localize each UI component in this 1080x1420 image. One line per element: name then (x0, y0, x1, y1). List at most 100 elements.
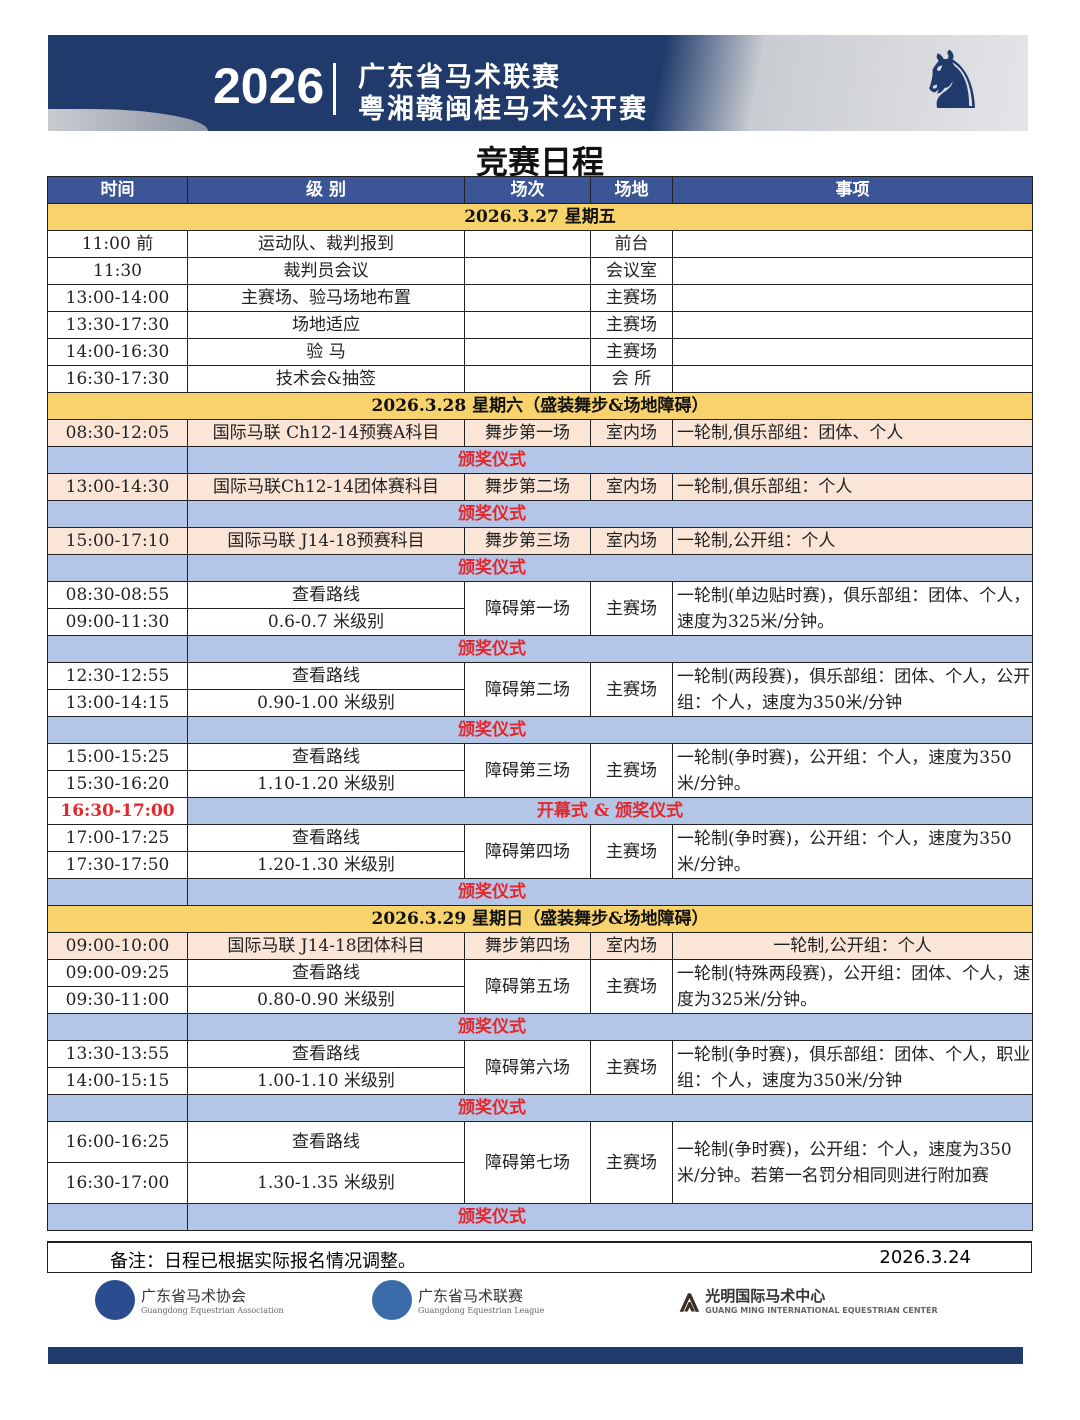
column-header: 级 别 (187, 176, 465, 204)
desc-cell (672, 365, 1033, 393)
logo-association: 广东省马术协会 Guangdong Equestrian Association (95, 1280, 284, 1320)
match-cell (464, 338, 591, 366)
desc-cell: 一轮制,公开组：个人 (672, 932, 1033, 960)
time-cell: 17:30-17:50 (47, 851, 188, 879)
desc-cell: 一轮制,俱乐部组：团体、个人 (672, 419, 1033, 447)
match-cell (464, 311, 591, 339)
venue-cell: 主赛场 (590, 1040, 673, 1095)
logo-name: 光明国际马术中心 (705, 1287, 826, 1305)
jumping-row: 13:30-13:55 查看路线 障碍第六场 主赛场 一轮制(争时赛)，俱乐部组：团体、… (47, 1040, 1033, 1095)
logo-sub: Guangdong Equestrian League (418, 1306, 545, 1315)
level-cell: 1.10-1.20 米级别 (187, 770, 465, 798)
day-row: 2026.3.29 星期日（盛装舞步&场地障碍） (47, 905, 1033, 933)
match-cell: 障碍第四场 (464, 824, 591, 879)
jumping-row: 12:30-12:55 查看路线 障碍第二场 主赛场 一轮制(两段赛)，俱乐部组：团体、… (47, 662, 1033, 717)
match-cell: 障碍第三场 (464, 743, 591, 798)
table-header: 时间级 别场次 场地 事项 (47, 176, 1033, 204)
award-ceremony-label: 颁奖仪式 (187, 446, 1033, 474)
jumping-row: 09:00-09:25 查看路线 障碍第五场 主赛场 一轮制(特殊两段赛)，公开组：团体… (47, 959, 1033, 1014)
table-row: 13:00-14:00 主赛场、验马场地布置 主赛场 (47, 284, 1033, 312)
match-cell (464, 230, 591, 258)
award-row: 颁奖仪式 (47, 878, 1033, 906)
table-row: 13:30-17:30 场地适应 主赛场 (47, 311, 1033, 339)
venue-cell: 室内场 (590, 473, 673, 501)
desc-cell: 一轮制,俱乐部组：个人 (672, 473, 1033, 501)
center-emblem-icon: ⩓ (680, 1280, 700, 1320)
table-row: 14:00-16:30 验 马 主赛场 (47, 338, 1033, 366)
column-header: 事项 (672, 176, 1033, 204)
banner-title-1: 广东省马术联赛 (358, 62, 561, 93)
level-cell: 查看路线 (187, 1040, 465, 1068)
time-cell (47, 1013, 188, 1041)
level-cell: 0.6-0.7 米级别 (187, 608, 465, 636)
time-cell (47, 878, 188, 906)
level-cell: 1.00-1.10 米级别 (187, 1067, 465, 1095)
desc-cell (672, 257, 1033, 285)
time-cell: 15:00-17:10 (47, 527, 188, 555)
table-row: 16:30-17:30 技术会&抽签 会 所 (47, 365, 1033, 393)
award-row: 颁奖仪式 (47, 500, 1033, 528)
day-row: 2026.3.28 星期六（盛装舞步&场地障碍） (47, 392, 1033, 420)
time-cell: 14:00-16:30 (47, 338, 188, 366)
level-cell: 国际马联Ch12-14团体赛科目 (187, 473, 465, 501)
award-row: 颁奖仪式 (47, 1013, 1033, 1041)
jumping-row: 17:00-17:25 查看路线 障碍第四场 主赛场 一轮制(争时赛)，公开组：个人，速… (47, 824, 1033, 879)
time-cell: 13:00-14:15 (47, 689, 188, 717)
match-cell: 障碍第七场 (464, 1121, 591, 1204)
award-ceremony-label: 颁奖仪式 (187, 1203, 1033, 1231)
time-cell: 13:30-17:30 (47, 311, 188, 339)
time-cell (47, 1094, 188, 1122)
venue-cell: 主赛场 (590, 581, 673, 636)
table-row: 11:30 裁判员会议 会议室 (47, 257, 1033, 285)
time-cell: 13:00-14:00 (47, 284, 188, 312)
jumping-row: 09:30-11:00 0.80-0.90 米级别 (47, 986, 1033, 1014)
jumping-row: 17:30-17:50 1.20-1.30 米级别 (47, 851, 1033, 879)
venue-cell: 会 所 (590, 365, 673, 393)
time-cell: 12:30-12:55 (47, 662, 188, 690)
desc-cell: 一轮制(特殊两段赛)，公开组：团体、个人，速度为325米/分钟。 (672, 959, 1033, 1014)
schedule-table: 时间级 别场次 场地 事项 2026.3.27 星期五 11:00 前运动队、裁判报到 前… (47, 176, 1033, 1231)
note-row: 备注：日程已根据实际报名情况调整。 2026.3.24 (47, 1241, 1032, 1273)
level-cell: 裁判员会议 (187, 257, 465, 285)
time-cell: 09:00-11:30 (47, 608, 188, 636)
venue-cell: 室内场 (590, 932, 673, 960)
desc-cell: 一轮制(争时赛)，公开组：个人，速度为350米/分钟。 (672, 824, 1033, 879)
award-row: 颁奖仪式 (47, 446, 1033, 474)
level-cell: 0.80-0.90 米级别 (187, 986, 465, 1014)
match-cell: 障碍第二场 (464, 662, 591, 717)
match-cell: 障碍第六场 (464, 1040, 591, 1095)
level-cell: 主赛场、验马场地布置 (187, 284, 465, 312)
award-ceremony-label: 颁奖仪式 (187, 554, 1033, 582)
level-cell: 1.30-1.35 米级别 (187, 1162, 465, 1204)
desc-cell: 一轮制(单边贴时赛)，俱乐部组：团体、个人，速度为325米/分钟。 (672, 581, 1033, 636)
award-row: 颁奖仪式 (47, 1203, 1033, 1231)
desc-cell (672, 338, 1033, 366)
time-cell: 17:00-17:25 (47, 824, 188, 852)
banner-divider (333, 63, 336, 115)
column-header: 时间 (47, 176, 188, 204)
day-header: 2026.3.28 星期六（盛装舞步&场地障碍） (47, 392, 1033, 420)
jumping-row: 16:00-16:25 查看路线 障碍第七场 主赛场 一轮制(争时赛)，公开组：个人，速… (47, 1121, 1033, 1204)
level-cell: 国际马联 Ch12-14预赛A科目 (187, 419, 465, 447)
match-cell: 障碍第五场 (464, 959, 591, 1014)
match-cell: 障碍第一场 (464, 581, 591, 636)
time-cell: 09:30-11:00 (47, 986, 188, 1014)
time-cell (47, 500, 188, 528)
page-title: 竞赛日程 (475, 143, 604, 181)
level-cell: 查看路线 (187, 824, 465, 852)
venue-cell: 前台 (590, 230, 673, 258)
day-header: 2026.3.29 星期日（盛装舞步&场地障碍） (47, 905, 1033, 933)
dressage-row: 08:30-12:05 国际马联 Ch12-14预赛A科目 舞步第一场 室内场 一轮制,… (47, 419, 1033, 447)
award-row: 颁奖仪式 (47, 716, 1033, 744)
venue-cell: 室内场 (590, 419, 673, 447)
dressage-row: 13:00-14:30 国际马联Ch12-14团体赛科目 舞步第二场 室内场 一轮制,俱… (47, 473, 1033, 501)
logo-name: 广东省马术协会 (141, 1287, 247, 1305)
award-ceremony-label: 颁奖仪式 (187, 878, 1033, 906)
level-cell: 查看路线 (187, 662, 465, 690)
footer-bar (48, 1347, 1023, 1364)
match-cell (464, 365, 591, 393)
venue-cell: 主赛场 (590, 1121, 673, 1204)
time-cell: 16:30-17:00 (47, 797, 188, 825)
venue-cell: 室内场 (590, 527, 673, 555)
time-cell: 16:30-17:30 (47, 365, 188, 393)
